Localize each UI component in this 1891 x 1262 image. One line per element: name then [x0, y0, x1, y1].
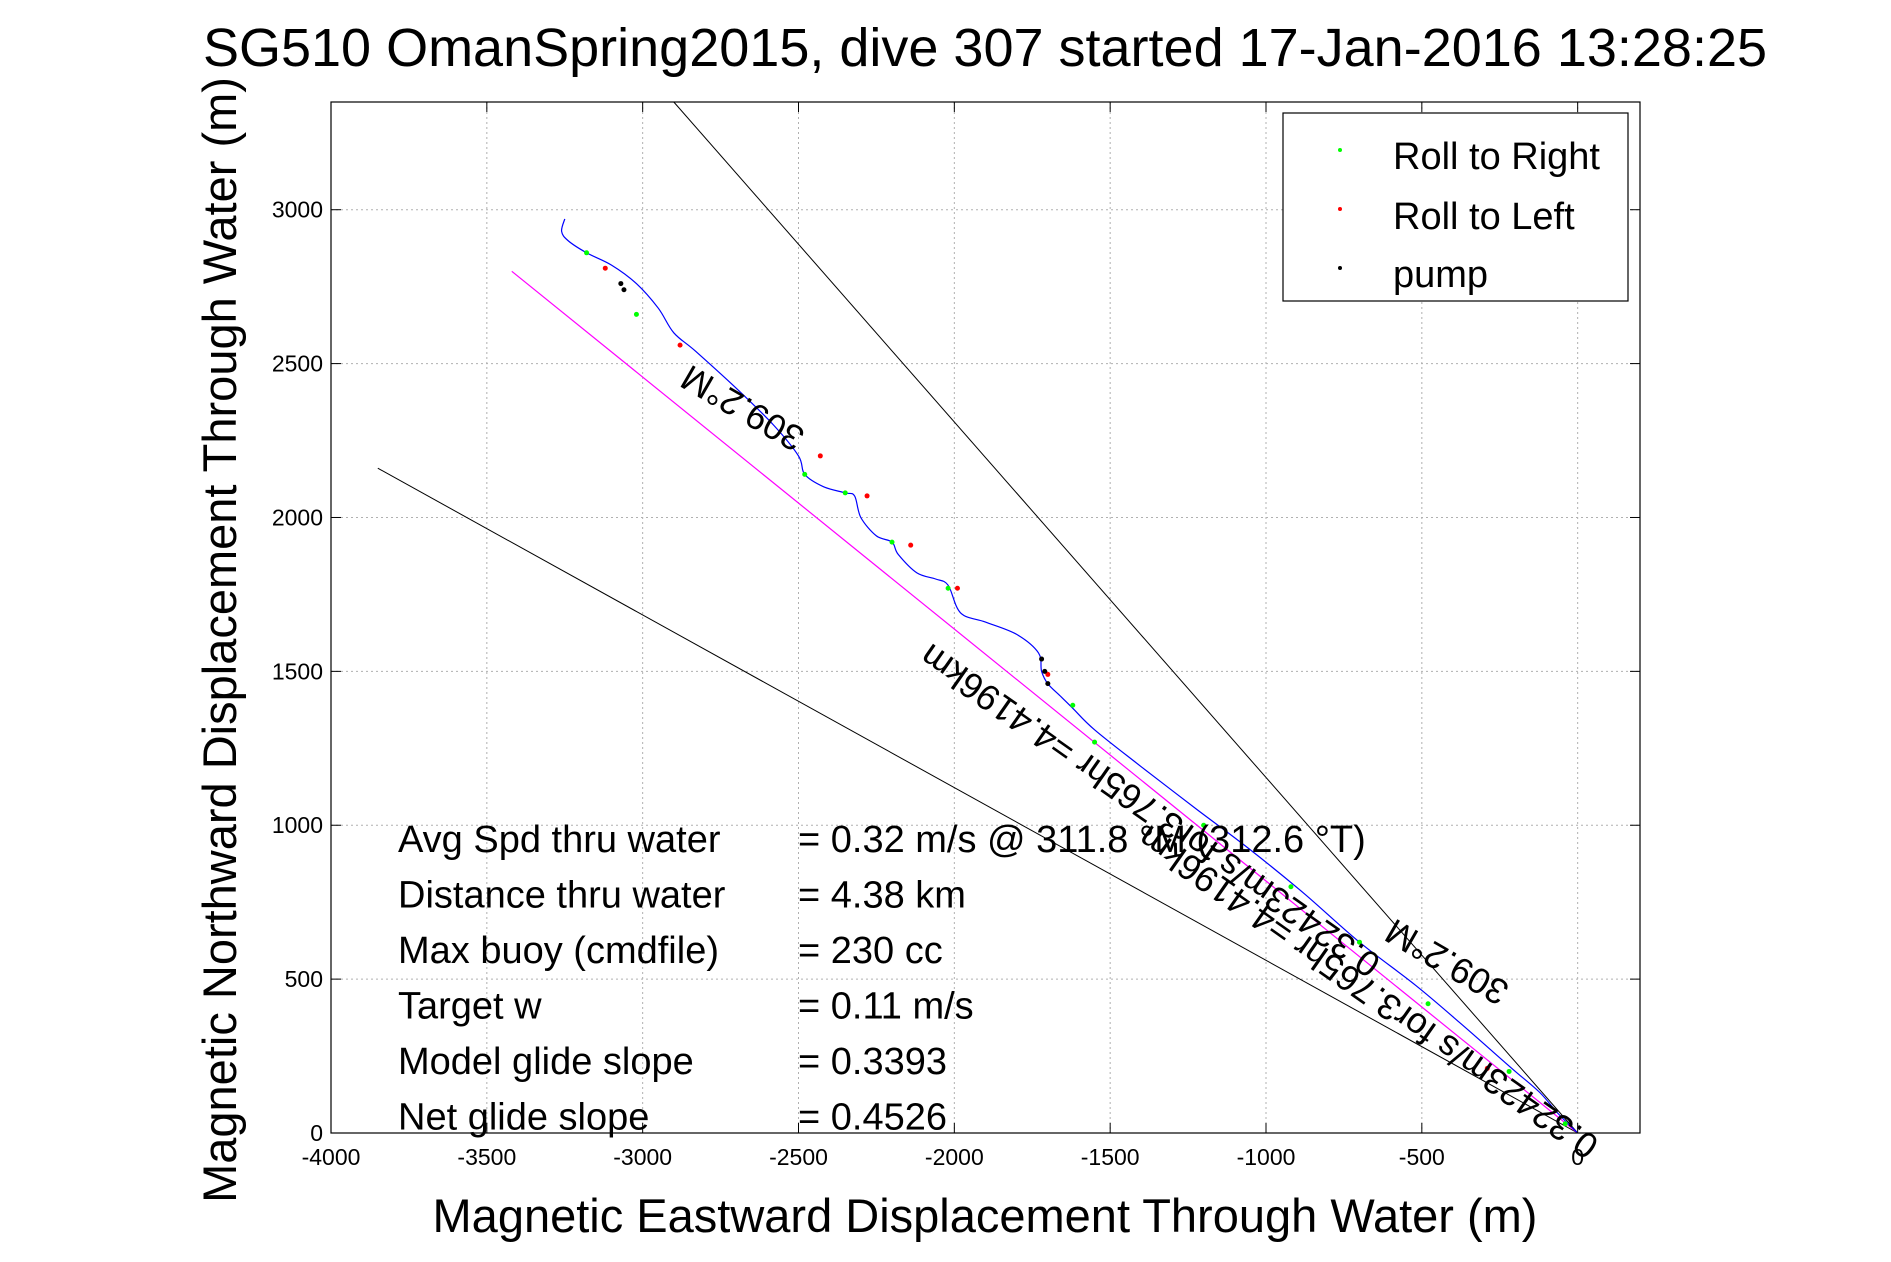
roll-right-marker — [1070, 702, 1076, 708]
x-tick-label: -1000 — [1237, 1144, 1296, 1170]
legend-marker-pump — [1338, 266, 1342, 270]
stat-value: = 0.11 m/s — [798, 986, 974, 1028]
legend-label-roll-left: Roll to Left — [1393, 196, 1575, 238]
stat-value: = 0.4526 — [798, 1097, 947, 1139]
pump-marker — [621, 287, 627, 293]
roll-right-marker — [633, 311, 639, 317]
roll-right-marker — [584, 250, 590, 256]
roll-right-marker — [1092, 739, 1098, 745]
x-tick-label: -2500 — [769, 1144, 828, 1170]
stat-label: Avg Spd thru water — [398, 819, 721, 861]
stat-label: Model glide slope — [398, 1041, 694, 1083]
roll-right-marker — [1357, 939, 1362, 945]
x-axis-label: Magnetic Eastward Displacement Through W… — [433, 1189, 1538, 1242]
y-tick-label: 3000 — [272, 197, 323, 223]
pump-marker — [1039, 656, 1045, 662]
x-tick-label: -1500 — [1081, 1144, 1140, 1170]
roll-left-marker — [602, 265, 608, 271]
roll-right-marker — [1562, 1121, 1568, 1127]
y-tick-label: 500 — [285, 966, 323, 992]
x-tick-label: -3000 — [613, 1144, 672, 1170]
stat-value: = 0.32 m/s @ 311.8 °M (312.6 °T) — [798, 819, 1366, 861]
y-axis-label: Magnetic Northward Displacement Through … — [193, 77, 246, 1203]
dive-track-line — [560, 218, 1579, 1134]
chart-title: SG510 OmanSpring2015, dive 307 started 1… — [203, 18, 1767, 78]
roll-left-marker — [864, 493, 870, 499]
stat-value: = 0.3393 — [798, 1041, 947, 1083]
stat-value: = 230 cc — [798, 930, 943, 972]
roll-left-marker — [954, 585, 960, 591]
y-tick-label: 2500 — [272, 351, 323, 377]
roll-right-marker — [945, 585, 951, 591]
y-axis-ticks: 0 500 1000 1500 2000 2500 3000 — [272, 197, 1640, 1146]
y-tick-label: 0 — [310, 1120, 323, 1146]
legend-label-pump: pump — [1393, 254, 1488, 296]
stat-label: Target w — [398, 986, 542, 1028]
x-axis-ticks: -4000 -3500 -3000 -2500 -2000 -1500 -1000 -500 0 — [302, 102, 1584, 1170]
roll-right-marker — [889, 539, 895, 545]
pump-marker — [1042, 668, 1048, 674]
y-tick-label: 2000 — [272, 504, 323, 530]
x-tick-label: -4000 — [302, 1144, 361, 1170]
reference-line — [511, 270, 1579, 1134]
pump-marker — [1045, 681, 1051, 687]
legend-marker-roll-right — [1338, 148, 1342, 152]
bound-line — [673, 101, 1579, 1134]
x-tick-label: -2000 — [925, 1144, 984, 1170]
roll-left-marker — [1484, 1065, 1490, 1071]
roll-left-marker — [817, 453, 823, 459]
roll-left-marker — [1045, 671, 1051, 677]
roll-left-marker — [908, 542, 914, 548]
dive-stats: Avg Spd thru water = 0.32 m/s @ 311.8 °M … — [398, 819, 1366, 1139]
x-tick-label: -500 — [1399, 1144, 1445, 1170]
roll-right-marker — [1425, 1001, 1431, 1007]
roll-right-marker — [1288, 884, 1294, 890]
bound-line — [377, 467, 1578, 1134]
y-tick-label: 1000 — [272, 812, 323, 838]
stat-value: = 4.38 km — [798, 875, 966, 917]
stat-label: Net glide slope — [398, 1097, 649, 1139]
roll-right-marker — [802, 471, 808, 477]
x-tick-label: -3500 — [457, 1144, 516, 1170]
roll-markers — [584, 250, 1568, 1127]
plot-frame — [330, 101, 1641, 1134]
legend-label-roll-right: Roll to Right — [1393, 136, 1600, 178]
roll-right-marker — [1201, 822, 1207, 828]
x-tick-label: 0 — [1571, 1144, 1584, 1170]
stat-label: Distance thru water — [398, 875, 726, 917]
pump-marker — [618, 281, 624, 287]
legend: Roll to Right Roll to Left pump — [1282, 112, 1629, 302]
dive-track — [560, 218, 1579, 1134]
roll-right-marker — [842, 490, 848, 496]
roll-left-marker — [677, 342, 683, 348]
legend-marker-roll-left — [1338, 207, 1342, 211]
stat-label: Max buoy (cmdfile) — [398, 930, 719, 972]
reference-lines — [377, 101, 1579, 1134]
roll-right-marker — [1506, 1068, 1512, 1074]
y-tick-label: 1500 — [272, 658, 323, 684]
